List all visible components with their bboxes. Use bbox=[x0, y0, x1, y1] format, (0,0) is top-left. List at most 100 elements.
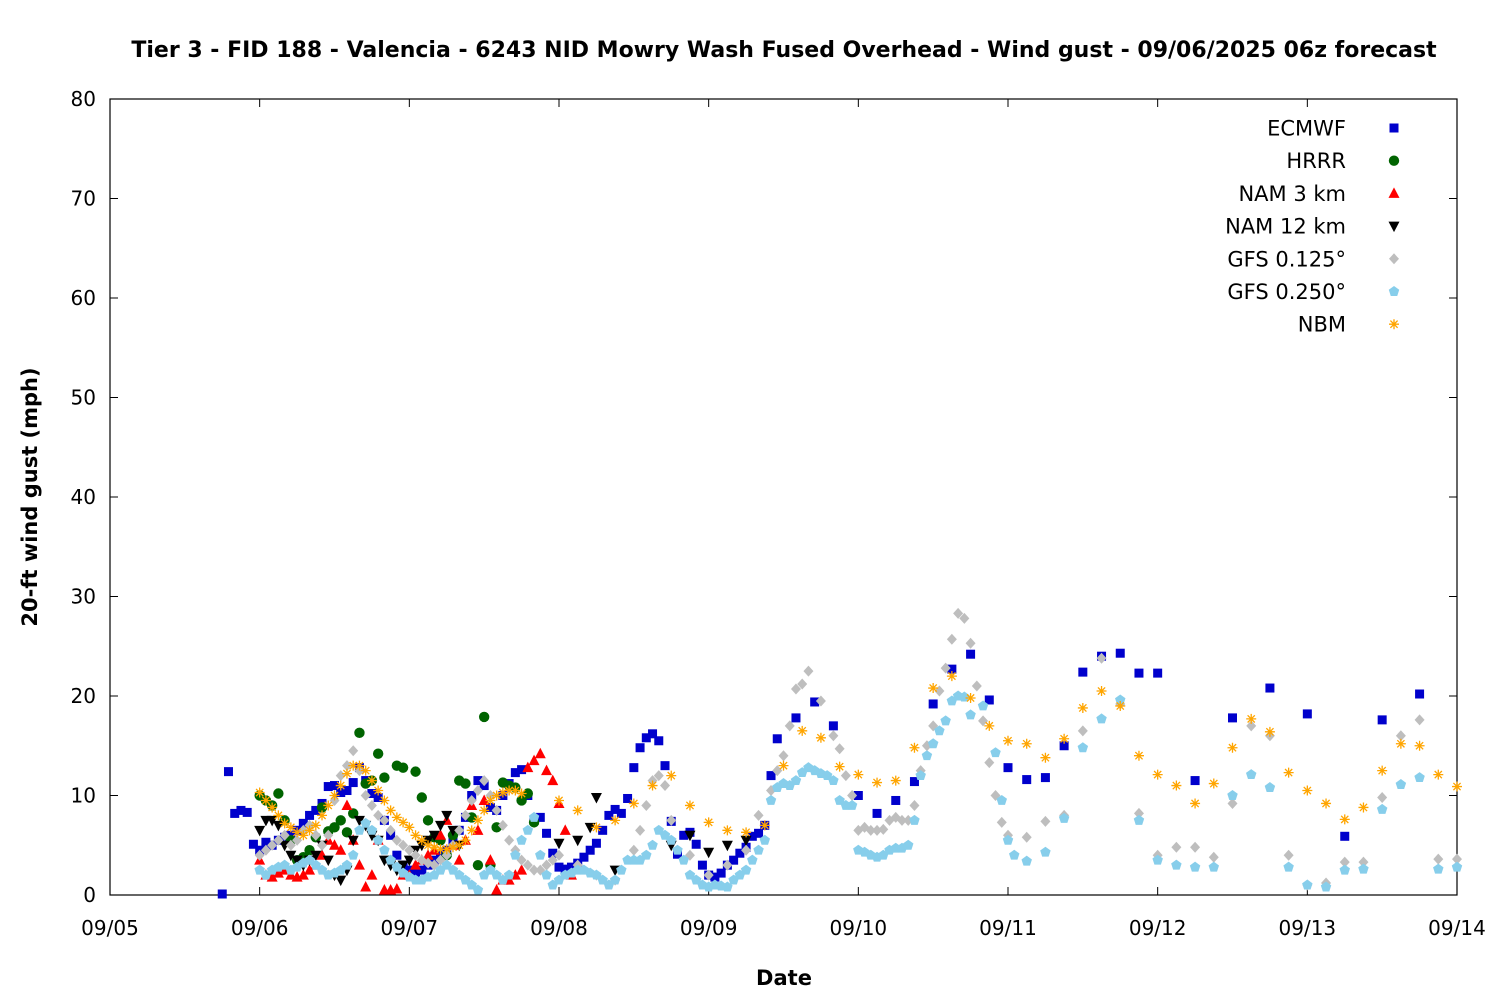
gfs-0-250-point bbox=[653, 824, 665, 835]
gfs-0-250-point bbox=[759, 834, 771, 845]
gfs-0-125-point bbox=[1040, 815, 1051, 827]
legend-marker-hrrr bbox=[1388, 155, 1400, 166]
gfs-0-125-point bbox=[797, 678, 808, 690]
x-tick-label: 09/12 bbox=[1129, 916, 1187, 940]
ecmwf-point bbox=[660, 761, 670, 771]
nam-3-km-point bbox=[491, 884, 503, 895]
nam-12-km-point bbox=[441, 810, 453, 822]
gfs-0-250-point bbox=[1133, 814, 1145, 825]
gfs-0-250-point bbox=[647, 839, 658, 850]
ecmwf-point bbox=[230, 808, 240, 818]
x-tick-label: 09/14 bbox=[1428, 916, 1486, 940]
gfs-0-250-point bbox=[447, 864, 459, 875]
gfs-0-125-point bbox=[522, 859, 533, 871]
gfs-0-250-point bbox=[310, 859, 322, 870]
gfs-0-250-point bbox=[1227, 790, 1238, 800]
ecmwf-point bbox=[735, 848, 745, 858]
gfs-0-125-point bbox=[479, 775, 490, 787]
gfs-0-125-point bbox=[653, 770, 664, 782]
nbm-point bbox=[429, 842, 440, 853]
gfs-0-250-point bbox=[347, 849, 359, 860]
ecmwf-point bbox=[828, 721, 838, 731]
gfs-0-125-point bbox=[466, 794, 477, 806]
gfs-0-250-point bbox=[472, 884, 484, 895]
nbm-point bbox=[909, 742, 920, 753]
nam-12-km-point bbox=[285, 850, 297, 862]
legend-marker-nam-12-km bbox=[1388, 221, 1400, 233]
gfs-0-125-point bbox=[909, 799, 920, 811]
nam-12-km-point bbox=[553, 838, 565, 850]
gfs-0-125-point bbox=[317, 839, 328, 851]
gfs-0-125-point bbox=[348, 745, 359, 757]
nbm-point bbox=[510, 785, 521, 796]
hrrr-point bbox=[273, 788, 284, 799]
nam-3-km-point bbox=[272, 867, 284, 878]
gfs-0-125-point bbox=[753, 809, 764, 821]
nbm-point bbox=[366, 775, 377, 786]
nam-3-km-point bbox=[528, 754, 540, 766]
ecmwf-point bbox=[373, 792, 383, 802]
gfs-0-250-point bbox=[753, 844, 764, 855]
gfs-0-125-point bbox=[279, 829, 290, 841]
legend-marker-nbm bbox=[1389, 319, 1399, 330]
gfs-0-250-point bbox=[959, 691, 970, 702]
gfs-0-250-point bbox=[1451, 861, 1463, 872]
nbm-point bbox=[516, 788, 527, 799]
ecmwf-point bbox=[872, 808, 882, 818]
nbm-point bbox=[260, 795, 271, 806]
hrrr-point bbox=[410, 766, 421, 777]
ecmwf-point bbox=[342, 786, 352, 796]
nam-3-km-point bbox=[353, 859, 365, 870]
nam-12-km-point bbox=[428, 830, 440, 842]
gfs-0-125-point bbox=[554, 849, 564, 861]
gfs-0-125-point bbox=[541, 859, 552, 871]
ecmwf-point bbox=[1115, 648, 1125, 658]
gfs-0-125-point bbox=[878, 823, 889, 835]
ecmwf-point bbox=[1078, 667, 1088, 677]
nbm-point bbox=[485, 795, 496, 806]
gfs-0-125-point bbox=[267, 839, 278, 851]
hrrr-point bbox=[335, 815, 346, 826]
y-tick-label: 50 bbox=[71, 386, 96, 410]
nam-3-km-point bbox=[391, 883, 403, 894]
ecmwf-point bbox=[1134, 668, 1144, 678]
nbm-point bbox=[410, 830, 421, 841]
gfs-0-125-point bbox=[790, 683, 801, 695]
ecmwf-point bbox=[598, 825, 608, 835]
gfs-0-250-point bbox=[1058, 812, 1070, 823]
nbm-point bbox=[1115, 700, 1126, 711]
gfs-0-125-point bbox=[254, 849, 265, 861]
ecmwf-point bbox=[810, 697, 820, 707]
nam-3-km-point bbox=[304, 864, 316, 875]
ecmwf-point bbox=[336, 788, 346, 798]
nbm-point bbox=[610, 815, 621, 826]
nbm-point bbox=[1003, 735, 1013, 746]
y-axis-label: 20-ft wind gust (mph) bbox=[18, 367, 42, 626]
nam-3-km-point bbox=[360, 881, 372, 892]
gfs-0-250-point bbox=[722, 881, 733, 892]
nam-12-km-point bbox=[310, 850, 322, 862]
gfs-0-125-point bbox=[628, 844, 639, 856]
gfs-0-125-point bbox=[497, 819, 508, 831]
gfs-0-250-point bbox=[510, 849, 521, 860]
gfs-0-125-point bbox=[366, 799, 377, 811]
nbm-point bbox=[1414, 740, 1425, 751]
ecmwf-point bbox=[984, 695, 994, 705]
ecmwf-point bbox=[367, 789, 377, 799]
nbm-point bbox=[572, 805, 583, 816]
gfs-0-250-point bbox=[1009, 849, 1020, 860]
nbm-point bbox=[1040, 752, 1051, 763]
hrrr-point bbox=[478, 711, 490, 723]
hrrr-point bbox=[516, 795, 527, 806]
nam-3-km-point bbox=[341, 799, 353, 810]
ecmwf-point bbox=[966, 649, 976, 659]
nam-3-km-point bbox=[422, 849, 434, 860]
nam-3-km-point bbox=[297, 869, 309, 880]
x-tick-label: 09/06 bbox=[231, 916, 289, 940]
nbm-point bbox=[1208, 778, 1219, 789]
gfs-0-250-point bbox=[902, 839, 914, 850]
ecmwf-point bbox=[679, 830, 689, 840]
nam-3-km-point bbox=[516, 864, 528, 875]
gfs-0-125-point bbox=[840, 770, 851, 782]
nbm-point bbox=[254, 787, 265, 798]
